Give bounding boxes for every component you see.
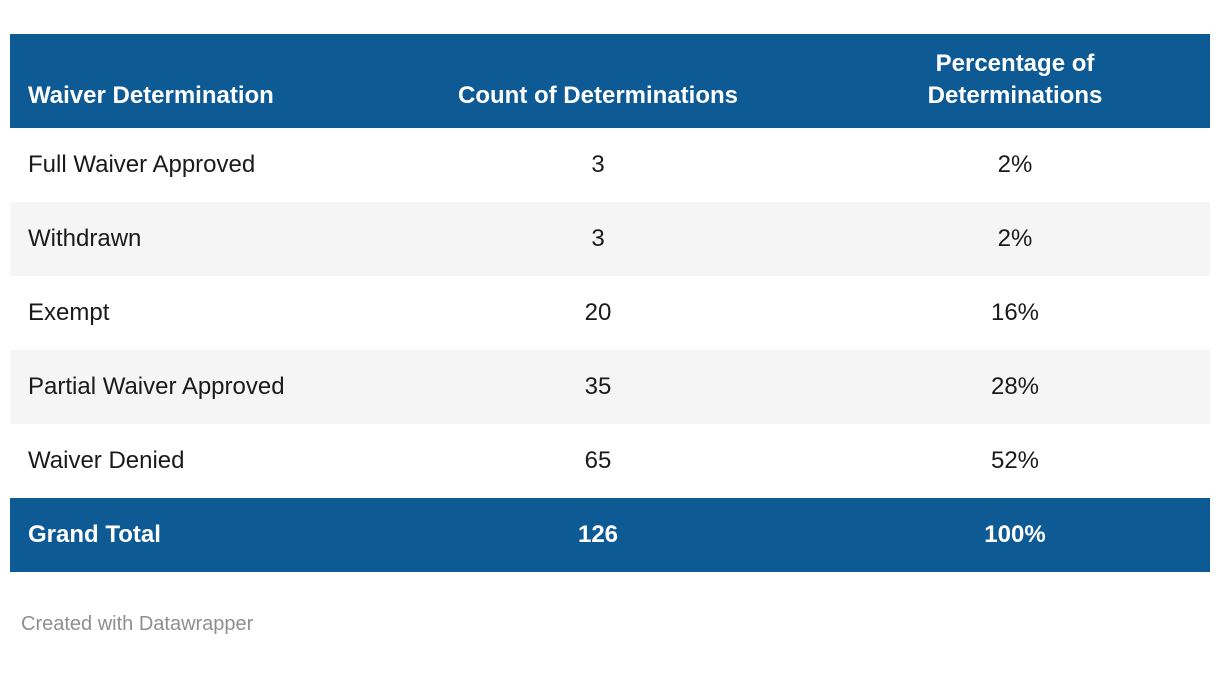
- row-count-cell: 3: [376, 202, 820, 276]
- row-percentage-cell: 16%: [820, 276, 1210, 350]
- column-header-count-of-determinations-label: Count of Determinations: [458, 82, 738, 109]
- waiver-determinations-table: Waiver Determination Count of Determinat…: [10, 34, 1210, 572]
- waiver-determinations-table-card: Waiver Determination Count of Determinat…: [10, 34, 1210, 637]
- header-row: Waiver Determination Count of Determinat…: [10, 34, 1210, 128]
- table-row: Withdrawn 3 2%: [10, 202, 1210, 276]
- row-count-cell: 35: [376, 350, 820, 424]
- row-percentage-cell: 2%: [820, 202, 1210, 276]
- row-percentage-cell: 28%: [820, 350, 1210, 424]
- column-header-percentage-of-determinations-label: Percentage of Determinations: [927, 50, 1103, 109]
- table-row: Waiver Denied 65 52%: [10, 424, 1210, 498]
- row-percentage-cell: 2%: [820, 128, 1210, 202]
- row-percentage-cell: 52%: [820, 424, 1210, 498]
- column-header-percentage-of-determinations: Percentage of Determinations: [820, 34, 1210, 128]
- row-count-cell: 3: [376, 128, 820, 202]
- table-row: Full Waiver Approved 3 2%: [10, 128, 1210, 202]
- datawrapper-credit-link[interactable]: Created with Datawrapper: [21, 613, 254, 635]
- row-count-cell: 20: [376, 276, 820, 350]
- table-body: Full Waiver Approved 3 2% Withdrawn 3 2% Exemp…: [10, 128, 1210, 498]
- table-row: Partial Waiver Approved 35 28%: [10, 350, 1210, 424]
- column-header-waiver-determination: Waiver Determination: [10, 34, 376, 128]
- row-label-cell: Exempt: [10, 276, 376, 350]
- row-label-cell: Partial Waiver Approved: [10, 350, 376, 424]
- grand-total-label: Grand Total: [10, 498, 376, 572]
- grand-total-row: Grand Total 126 100%: [10, 498, 1210, 572]
- row-label-cell: Full Waiver Approved: [10, 128, 376, 202]
- row-label-cell: Withdrawn: [10, 202, 376, 276]
- row-label-cell: Waiver Denied: [10, 424, 376, 498]
- grand-total-percentage: 100%: [820, 498, 1210, 572]
- row-count-cell: 65: [376, 424, 820, 498]
- column-header-waiver-determination-label: Waiver Determination: [28, 82, 274, 109]
- grand-total-count: 126: [376, 498, 820, 572]
- table-row: Exempt 20 16%: [10, 276, 1210, 350]
- column-header-count-of-determinations: Count of Determinations: [376, 34, 820, 128]
